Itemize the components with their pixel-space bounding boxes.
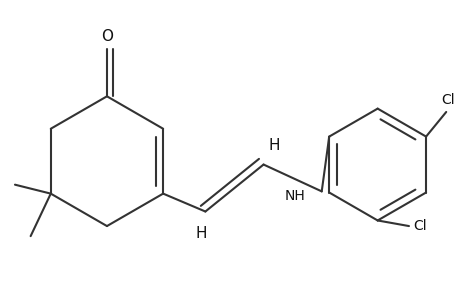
Text: Cl: Cl [413,219,426,233]
Text: Cl: Cl [441,94,454,107]
Text: H: H [269,138,280,153]
Text: H: H [195,226,206,241]
Text: NH: NH [284,189,305,203]
Text: O: O [101,29,113,44]
